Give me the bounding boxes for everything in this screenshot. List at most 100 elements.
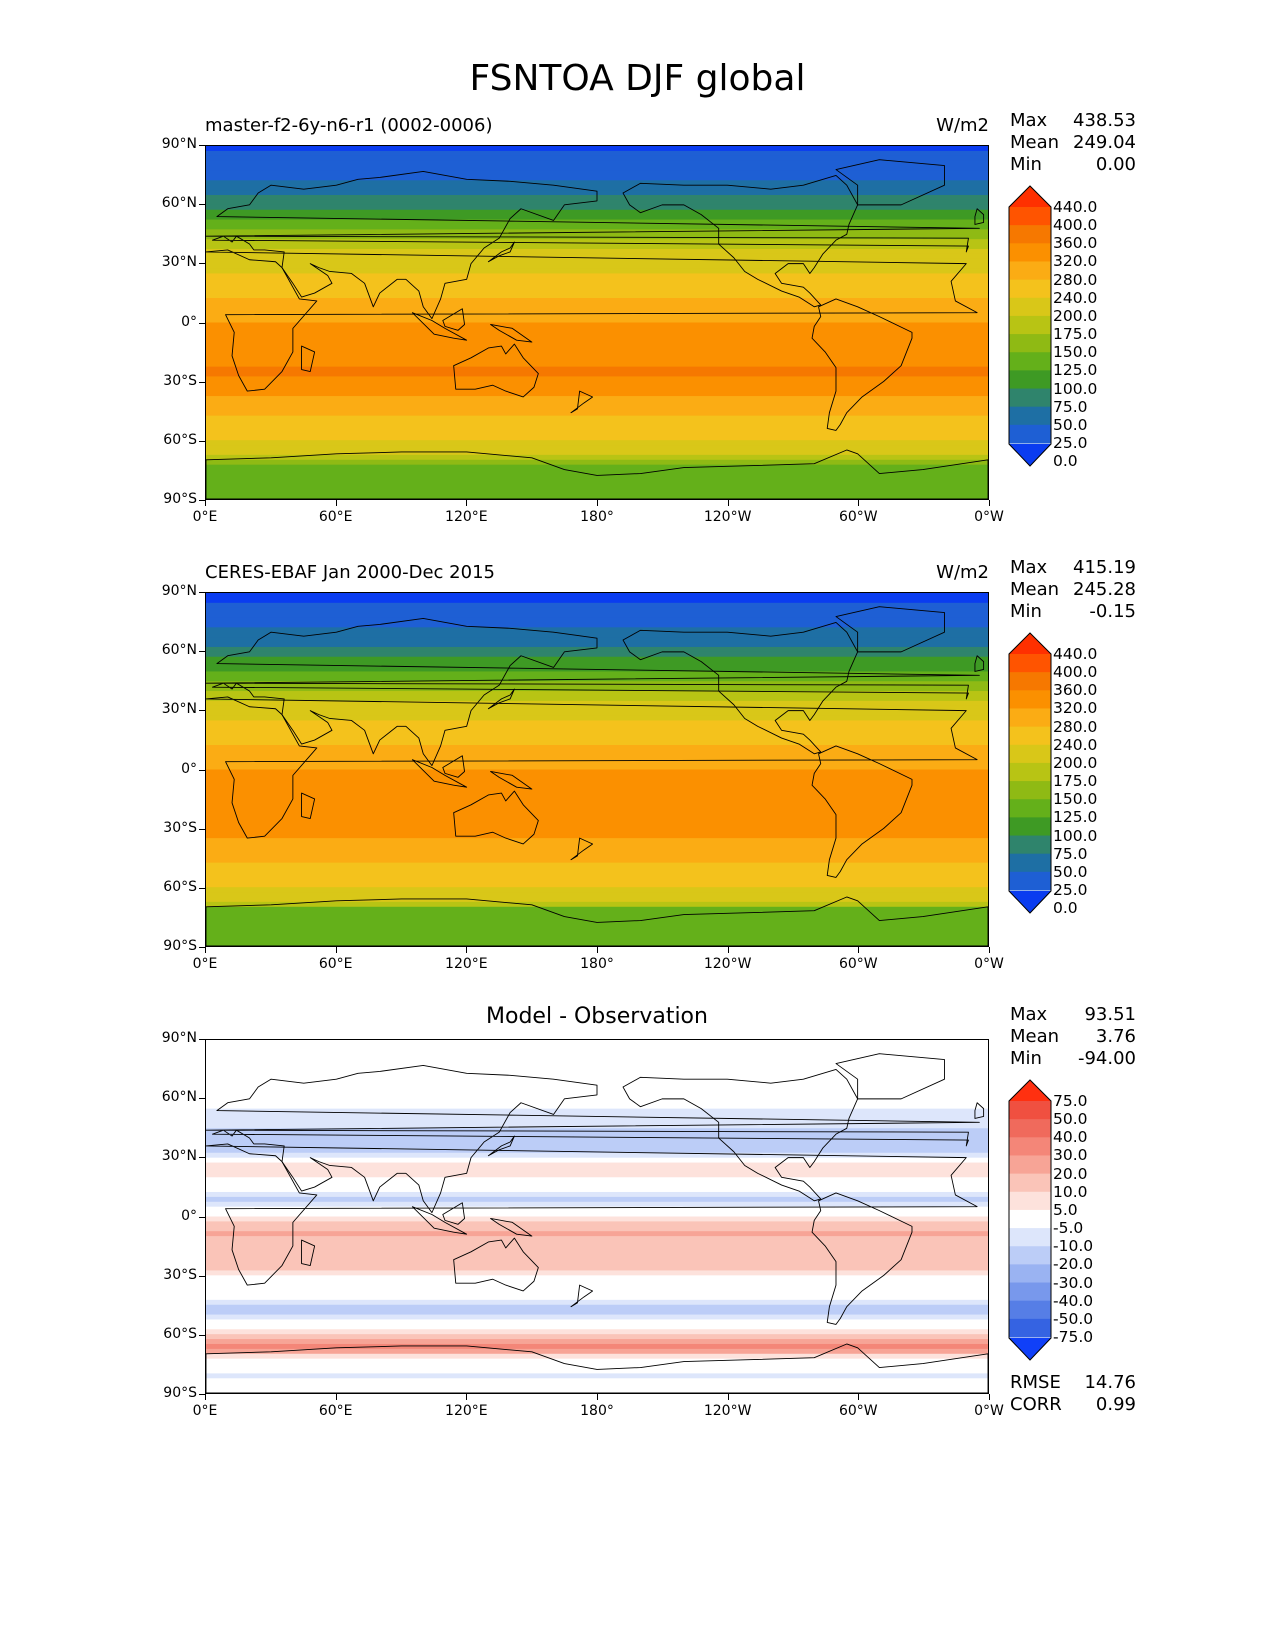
field-band (206, 253, 988, 260)
stat-name: Min (1010, 1048, 1042, 1069)
field-band (206, 165, 988, 172)
stat-name: Mean (1010, 1026, 1060, 1047)
field-band (206, 312, 988, 319)
colorbar-segment (1009, 370, 1051, 390)
field-band (206, 789, 988, 795)
panel-title: CERES-EBAF Jan 2000-Dec 2015 (205, 562, 495, 583)
colorbar-segment (1009, 708, 1051, 728)
y-tick-label: 60°S (163, 1325, 197, 1342)
field-band (206, 1196, 988, 1203)
colorbar-segment (1009, 1191, 1051, 1211)
field-band (206, 1142, 988, 1149)
field-band (206, 489, 988, 495)
x-tick-label: 120°E (445, 509, 488, 525)
field-band (206, 602, 988, 609)
colorbar-tick-label: 360.0 (1053, 234, 1098, 253)
colorbar-extend-top (1009, 1080, 1051, 1101)
field-band (206, 847, 988, 854)
colorbar-tick-label: 320.0 (1053, 699, 1098, 718)
colorbar-tick-label: 440.0 (1053, 645, 1098, 663)
colorbar-tick-label: 175.0 (1053, 772, 1098, 791)
field-band (206, 857, 988, 864)
field-band (206, 612, 988, 619)
field-band (206, 185, 988, 191)
field-band (206, 366, 988, 373)
y-tick-mark (199, 1157, 205, 1159)
field-band (206, 906, 988, 913)
field-band (206, 852, 988, 859)
field-band (206, 209, 988, 216)
field-band (206, 1388, 988, 1393)
field-band (206, 597, 988, 604)
field-band (206, 1133, 988, 1139)
field-band (206, 656, 988, 663)
x-tick-mark (989, 500, 990, 506)
field-band (206, 632, 988, 638)
field-band (206, 1191, 988, 1198)
field-band (206, 273, 988, 279)
coastline (411, 759, 468, 788)
colorbar-segment (1009, 261, 1051, 281)
y-tick-mark (199, 204, 205, 206)
y-tick-mark (199, 1394, 205, 1395)
stat-value: 0.00 (1095, 154, 1136, 175)
field-band (206, 494, 988, 499)
coastline (301, 345, 316, 372)
x-tick-label: 120°W (703, 1403, 752, 1419)
field-band (206, 268, 988, 275)
coastline (206, 1343, 988, 1393)
colorbar-tick-label: 75.0 (1053, 1092, 1088, 1110)
stat-value: 3.76 (1095, 1026, 1136, 1047)
colorbar-tick-label: 100.0 (1053, 826, 1098, 845)
field-band (206, 1093, 988, 1100)
colorbar-segment (1009, 388, 1051, 408)
colorbar-segment (1009, 297, 1051, 317)
field-band (206, 293, 988, 299)
field-band (206, 735, 988, 741)
x-tick-label: 180° (580, 1403, 614, 1419)
field-band (206, 1339, 988, 1345)
stat-name: Max (1010, 557, 1048, 578)
colorbar-tick-label: 75.0 (1053, 397, 1088, 416)
field-band (206, 813, 988, 820)
y-tick-label: 90°S (163, 491, 197, 507)
x-tick-mark (858, 500, 860, 506)
y-tick-label: 60°N (161, 642, 197, 659)
stats-box: Max 93.51 Mean 3.76 Min -94.00 (1010, 1004, 1136, 1070)
stat-row: Mean 245.28 (1010, 579, 1136, 601)
x-tick-mark (727, 947, 729, 953)
field-band (206, 1368, 988, 1374)
figure-title: FSNTOA DJF global (469, 58, 806, 99)
colorbar-segment (1009, 726, 1051, 746)
field-band (206, 1138, 988, 1144)
colorbar-segment (1009, 835, 1051, 855)
field-band (206, 828, 988, 834)
stat-row: Max 438.53 (1010, 110, 1136, 132)
colorbar-tick-label: 240.0 (1053, 288, 1098, 307)
stat-name: Min (1010, 154, 1042, 175)
colorbar-segment (1009, 1282, 1051, 1302)
colorbar-tick-label: 200.0 (1053, 753, 1098, 772)
field-band (206, 332, 988, 338)
field-band (206, 1177, 988, 1183)
field-band (206, 798, 988, 805)
coastline (487, 1135, 515, 1157)
field-band (206, 263, 988, 270)
x-tick-label: 120°W (703, 509, 752, 525)
field-band (206, 322, 988, 328)
colorbar-tick-label: 75.0 (1053, 844, 1088, 863)
field-band (206, 808, 988, 815)
colorbar-extend-top (1009, 186, 1051, 207)
field-band (206, 160, 988, 167)
colorbar-segment (1009, 279, 1051, 299)
field-band (206, 749, 988, 756)
field-band (206, 435, 988, 441)
x-tick-mark (466, 1394, 468, 1400)
y-tick-label: 60°S (163, 431, 197, 448)
x-tick-label: 60°E (318, 1403, 353, 1419)
colorbar-segment (1009, 243, 1051, 262)
coastline (490, 324, 533, 343)
field-band (206, 593, 988, 599)
x-tick-label: 0°W (974, 1403, 1004, 1419)
x-tick-mark (727, 1394, 729, 1400)
